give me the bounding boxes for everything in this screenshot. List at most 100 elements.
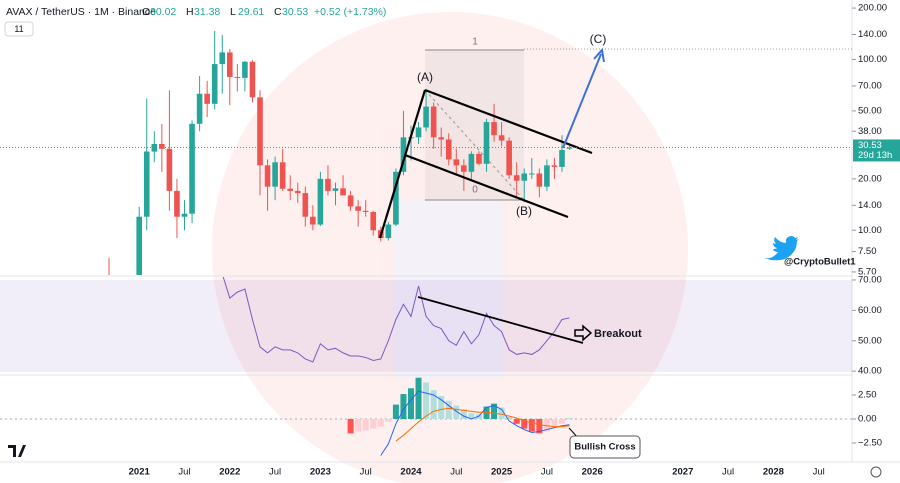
candle-body <box>204 93 210 104</box>
rsi-band <box>0 280 852 372</box>
ohlc-key: H <box>186 6 194 18</box>
candle-body <box>242 61 248 78</box>
candle-body <box>272 162 278 187</box>
y-tick-label: 50.00 <box>858 335 882 346</box>
rsi-line <box>222 277 570 363</box>
candle-body <box>189 123 195 214</box>
candle-body <box>257 97 263 166</box>
histogram-bar <box>521 418 528 429</box>
candle-body <box>143 151 150 217</box>
indicator-count[interactable]: 11 <box>14 24 23 34</box>
signal-line <box>395 407 570 442</box>
histogram-bar <box>460 409 467 419</box>
wave-label: (B) <box>516 204 532 218</box>
ohlc-key: C <box>274 6 282 18</box>
fib-label: 0 <box>472 185 478 196</box>
rsi-trendline <box>417 296 584 344</box>
candle-body <box>159 143 165 149</box>
histogram-bar <box>347 418 354 434</box>
candle-body <box>362 210 369 212</box>
histogram-bar <box>528 418 535 432</box>
candle-body <box>370 211 377 231</box>
candle-body <box>423 106 429 128</box>
histogram-bar <box>355 418 362 432</box>
ohlc-value: 29.61 <box>238 6 264 18</box>
macd-line <box>380 390 570 456</box>
price-pane <box>108 30 573 275</box>
y-tick-label: 40.00 <box>858 366 882 377</box>
candle-body <box>453 159 460 166</box>
candle-body <box>491 122 497 136</box>
candle-body <box>347 195 354 207</box>
histogram-bar <box>415 377 422 419</box>
histogram-bar <box>430 390 437 419</box>
candle-body <box>317 178 324 225</box>
histogram-bar <box>423 382 430 419</box>
candle-body <box>287 188 293 191</box>
candle-body <box>340 188 346 196</box>
histogram-bar <box>438 395 445 419</box>
x-tick-label: 2025 <box>491 467 513 478</box>
candle-body <box>151 143 158 152</box>
settings-button[interactable] <box>870 466 882 478</box>
candle-body <box>211 64 218 104</box>
candle-body <box>181 213 188 217</box>
impulse-line <box>378 89 427 239</box>
y-tick-label: 5.70 <box>858 266 877 277</box>
tv-logo <box>8 445 26 457</box>
histogram-bar <box>566 418 573 419</box>
candle-body <box>227 52 233 77</box>
candle-body <box>430 106 437 138</box>
callout-label: Bullish Cross <box>574 442 635 453</box>
histogram-bar <box>385 418 392 422</box>
histogram-bar <box>400 394 407 419</box>
histogram-bar <box>370 418 377 429</box>
histogram-bar <box>362 418 369 431</box>
wave-label: (C) <box>590 32 607 46</box>
macd-pane <box>0 377 852 456</box>
candle-body <box>513 175 520 181</box>
ohlc-header: O 30.02 H 31.38 L 29.61 C 30.53 +0.52 (+1.73%) <box>142 6 386 18</box>
indicator-toggle[interactable] <box>4 21 34 37</box>
candle-body <box>521 173 528 181</box>
candle-body <box>544 165 550 187</box>
candle-body <box>136 216 142 275</box>
histogram-bar <box>468 413 475 419</box>
last-price-tag <box>853 139 900 162</box>
x-tick-label: 2028 <box>763 467 784 478</box>
ohlc-key: L <box>230 6 236 18</box>
y-tick-label: 7.50 <box>858 246 877 257</box>
x-tick-label: Jul <box>722 467 734 478</box>
y-tick-label: 200.00 <box>858 3 887 14</box>
candle-body <box>483 122 490 164</box>
countdown-label: 29d 13h <box>858 150 892 161</box>
candle-body <box>219 52 226 65</box>
x-tick-label: 2022 <box>219 467 240 478</box>
histogram-bar <box>551 418 558 428</box>
candle-body <box>461 165 467 172</box>
fib-label: 1 <box>472 37 478 48</box>
symbol-title: AVAX / TetherUS · 1M · Binance <box>6 6 156 18</box>
y-tick-label: 100.00 <box>858 54 887 65</box>
candle-body <box>498 135 505 141</box>
change-value: +0.52 (+1.73%) <box>314 6 386 18</box>
x-tick-label: 2026 <box>582 467 603 478</box>
fib-diagonal <box>424 89 525 201</box>
histogram-bar <box>445 400 452 419</box>
watermark-handle: @CryptoBullet1 <box>784 257 856 268</box>
histogram-bar <box>377 418 384 427</box>
last-price-label: 30.53 <box>858 140 882 151</box>
candle-body <box>400 137 407 172</box>
histogram-bar <box>559 418 565 424</box>
twitter-icon <box>764 236 799 261</box>
ohlc-value: 30.02 <box>150 6 176 18</box>
y-tick-label: 20.00 <box>858 173 882 184</box>
x-tick-label: 2024 <box>400 467 422 478</box>
rsi-pane <box>222 277 570 363</box>
y-tick-label: 38.00 <box>858 126 882 137</box>
x-tick-label: 2027 <box>672 467 693 478</box>
y-tick-label: 60.00 <box>858 305 882 316</box>
histogram-bar <box>408 388 414 419</box>
candle-body <box>468 153 475 172</box>
histogram-bar <box>536 418 543 434</box>
